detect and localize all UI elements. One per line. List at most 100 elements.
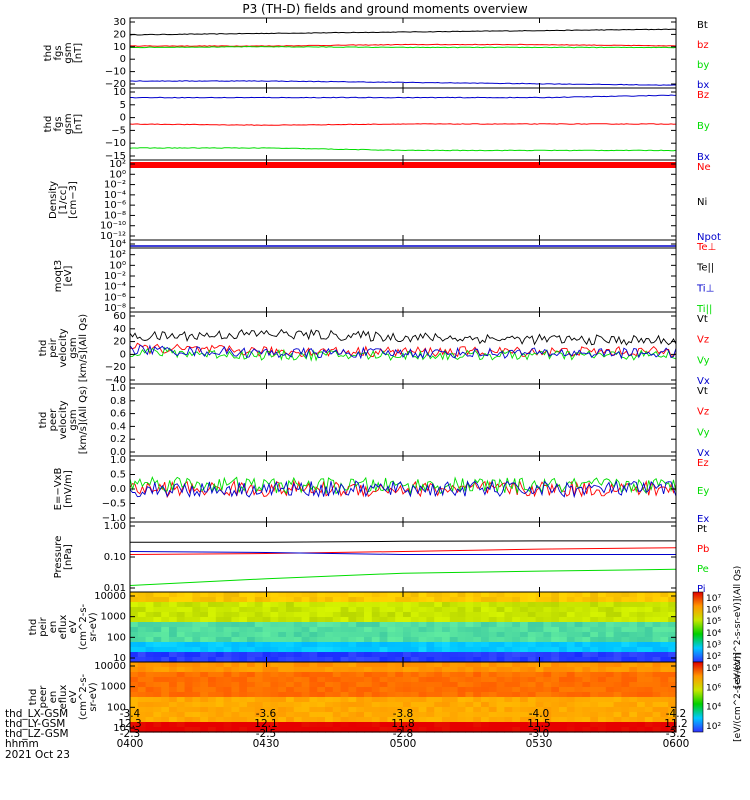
footer-value: -4.0 [528,708,550,720]
heatmap-cell [582,667,591,673]
heatmap-cell [621,702,630,708]
heatmap-cell [184,697,193,703]
heatmap-cell [426,697,435,703]
heatmap-cell [301,722,310,728]
heatmap-cell [590,632,599,638]
heatmap-cell [176,672,186,678]
heatmap-cell [395,667,404,673]
heatmap-cell [200,647,209,653]
heatmap-cell [590,667,599,673]
heatmap-cell [215,592,225,598]
heatmap-cell [644,597,654,603]
ephemeris-footer: thd_LX-GSM thd_LY-GSM thd_LZ-GSM hhmm -3… [0,709,750,800]
heatmap-cell [231,682,240,688]
y-tick-label: 5 [120,100,126,111]
heatmap-cell [262,687,271,693]
y-axis-label: sr-eV) [88,682,99,711]
heatmap-cell [371,647,381,653]
heatmap-cell [582,622,591,628]
heatmap-cell [379,597,388,603]
heatmap-cell [504,622,513,628]
heatmap-cell [176,717,186,723]
heatmap-cell [192,647,201,653]
heatmap-cell [481,662,490,668]
heatmap-cell [332,597,342,603]
heatmap-cell [652,637,661,643]
heatmap-cell [481,692,490,698]
heatmap-cell [395,662,404,668]
heatmap-cell [652,627,661,633]
heatmap-cell [481,672,490,678]
heatmap-cell [208,657,217,663]
heatmap-cell [426,597,435,603]
heatmap-cell [434,657,443,663]
heatmap-cell [247,612,256,618]
heatmap-cell [418,702,427,708]
heatmap-cell [403,702,412,708]
heatmap-cell [403,632,412,638]
heatmap-cell [465,647,474,653]
heatmap-cell [551,612,560,618]
heatmap-cell [254,632,264,638]
heatmap-cell [613,617,622,623]
heatmap-cell [340,717,349,723]
heatmap-cell [270,677,279,683]
heatmap-cell [598,722,607,728]
heatmap-cell [200,652,209,658]
heatmap-cell [652,717,661,723]
heatmap-cell [442,602,451,608]
heatmap-cell [278,652,287,658]
heatmap-cell [613,662,622,668]
heatmap-cell [559,727,568,733]
heatmap-cell [395,727,404,733]
heatmap-cell [223,672,232,678]
heatmap-cell [590,607,599,613]
heatmap-cell [371,652,381,658]
heatmap-cell [317,657,326,663]
heatmap-cell [184,652,193,658]
heatmap-cell [184,667,193,673]
heatmap-cell [371,687,381,693]
heatmap-cell [169,622,178,628]
y-tick-label: 10² [109,250,126,261]
heatmap-cell [598,702,607,708]
heatmap-cell [286,707,295,713]
heatmap-cell [535,607,544,613]
heatmap-cell [371,677,381,683]
y-axis-label: velocity [58,328,69,367]
heatmap-cell [379,592,388,598]
heatmap-cell [184,702,193,708]
heatmap-cell [184,602,193,608]
heatmap-cell [465,627,474,633]
heatmap-cell [590,702,599,708]
heatmap-cell [629,712,638,718]
legend-label: Vy [697,355,710,366]
heatmap-cell [535,642,544,648]
heatmap-cell [356,672,365,678]
heatmap-cell [410,647,420,653]
heatmap-cell [184,642,193,648]
heatmap-cell [481,607,490,613]
heatmap-cell [262,627,271,633]
footer-value: -3.0 [528,728,550,740]
heatmap-cell [637,687,646,693]
heatmap-cell [566,662,576,668]
heatmap-cell [262,702,271,708]
heatmap-cell [364,642,373,648]
heatmap-cell [613,637,622,643]
heatmap-cell [137,667,147,673]
heatmap-cell [551,607,560,613]
heatmap-cell [317,707,326,713]
heatmap-cell [247,662,256,668]
legend-label: Pi [697,584,706,595]
heatmap-cell [574,652,583,658]
heatmap-cell [457,692,466,698]
heatmap-cell [192,687,201,693]
heatmap-cell [176,607,186,613]
series-line [130,346,677,362]
legend-label: Ti|| [696,304,712,315]
heatmap-cell [644,637,654,643]
heatmap-cell [200,667,209,673]
heatmap-cell [184,677,193,683]
